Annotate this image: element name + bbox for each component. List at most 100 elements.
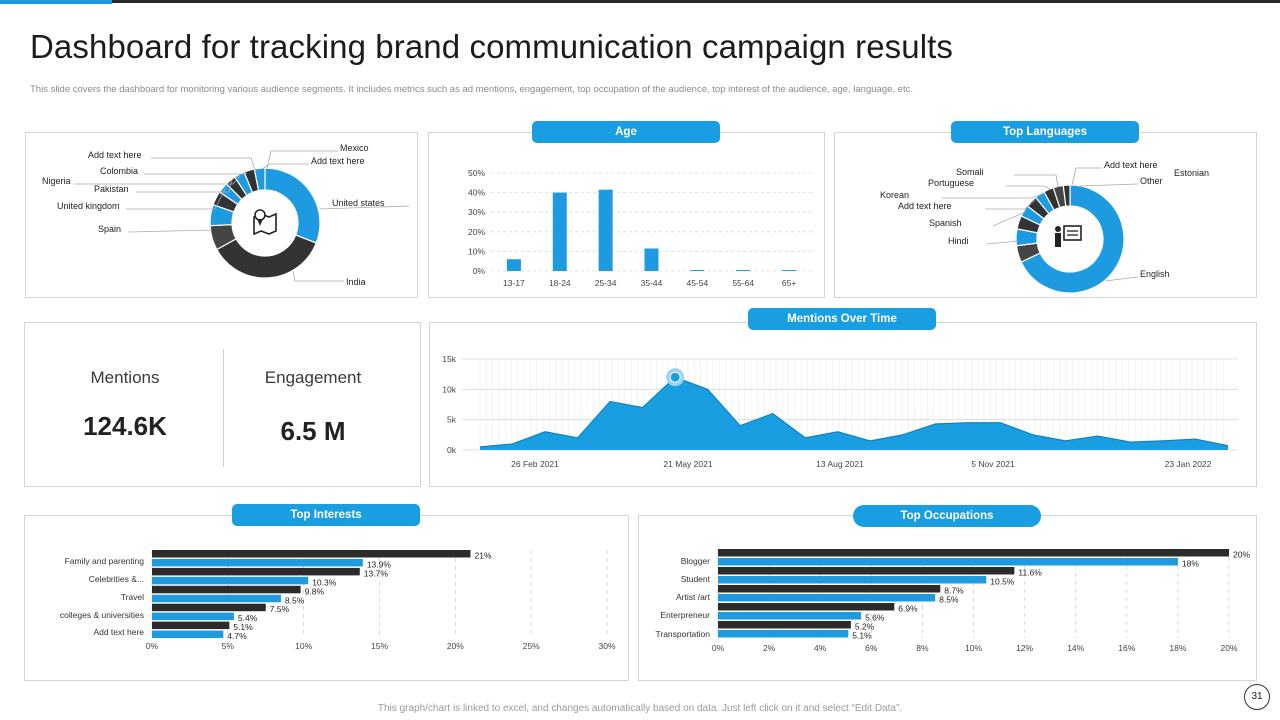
- interests-value-label: 13.7%: [364, 568, 389, 578]
- interests-bar-chart[interactable]: 0% 5% 10% 15% 20% 25% 30% 21% 13.9%13.7% 10.3%9.8…: [25, 516, 630, 682]
- occupations-bar: [718, 576, 987, 584]
- mentions-x-tick: 23 Jan 2022: [1165, 459, 1212, 469]
- age-bar: [506, 259, 521, 271]
- occupations-x-tick: 20%: [1220, 643, 1237, 653]
- occupations-x-tick: 10%: [965, 643, 982, 653]
- interests-x-tick: 30%: [598, 641, 615, 651]
- occupations-x-tick: 2%: [763, 643, 776, 653]
- interests-bar: [152, 576, 309, 585]
- age-x-tick: 55-64: [732, 278, 754, 288]
- page-title: Dashboard for tracking brand communicati…: [30, 28, 954, 65]
- mentions-highlight-point: [669, 371, 681, 383]
- mentions-area-chart[interactable]: 0k 5k 10k 15k 26 Feb 2021 21 May 2021 13 Aug 2…: [430, 323, 1258, 488]
- occupations-category-label: Artist /art: [676, 592, 711, 602]
- location-leader-line: [126, 188, 226, 210]
- mentions-y-tick: 5k: [447, 415, 457, 425]
- location-label: Add text here: [311, 156, 365, 166]
- age-bar-chart[interactable]: 0% 10% 20% 30% 40% 50% 13-17 18-24 25-34 35-44 45-…: [429, 133, 826, 299]
- interests-value-label: 5.1%: [233, 622, 253, 632]
- location-label: Pakistan: [94, 184, 129, 194]
- location-leader-line: [151, 157, 256, 171]
- languages-label: Portuguese: [928, 178, 974, 188]
- presenter-body-shape: [1055, 233, 1061, 247]
- interests-value-label: 7.5%: [270, 604, 290, 614]
- mentions-x-tick: 13 Aug 2021: [816, 459, 864, 469]
- occupations-bar: [718, 558, 1178, 566]
- interests-x-tick: 5%: [222, 641, 235, 651]
- location-label: Spain: [98, 224, 121, 234]
- age-y-tick: 10%: [468, 246, 485, 256]
- occupations-bar: [718, 549, 1229, 557]
- location-leader-line: [319, 205, 410, 210]
- location-leader-line: [144, 172, 248, 175]
- location-label: Nigeria: [42, 176, 71, 186]
- location-leader-line: [127, 229, 213, 233]
- presentation-icon: [1055, 225, 1082, 247]
- languages-slice: [1020, 184, 1125, 294]
- languages-leader-line: [1071, 167, 1102, 186]
- languages-leader-line: [1014, 174, 1059, 188]
- location-leader-line: [136, 179, 233, 193]
- location-label: United states: [332, 198, 385, 208]
- languages-leader-line: [1104, 276, 1139, 282]
- languages-leader-line: [1079, 183, 1139, 187]
- occupations-bar: [718, 612, 862, 620]
- occupations-category-label: Blogger: [681, 556, 710, 566]
- location-label: United kingdom: [57, 201, 120, 211]
- age-bar: [736, 270, 751, 271]
- languages-label: Korean: [880, 190, 909, 200]
- languages-label: Add text here: [1104, 160, 1158, 170]
- interests-bar: [152, 550, 471, 558]
- mentions-area: [480, 377, 1228, 450]
- top-rule-accent: [0, 0, 112, 4]
- location-donut-chart[interactable]: Mexico Add text here Add text here Colombia…: [26, 133, 419, 299]
- interests-category-label: Celebrities &...: [89, 574, 144, 584]
- age-panel: 0% 10% 20% 30% 40% 50% 13-17 18-24 25-34 35-44 45-…: [428, 132, 825, 298]
- languages-title: Top Languages: [951, 121, 1139, 143]
- top-rule: [0, 0, 1280, 4]
- languages-slice: [1062, 184, 1071, 207]
- occupations-x-tick: 12%: [1016, 643, 1033, 653]
- languages-label: English: [1140, 269, 1170, 279]
- occupations-value-label: 20%: [1233, 550, 1250, 560]
- interests-bar: [152, 603, 266, 612]
- interests-x-tick: 15%: [371, 641, 388, 651]
- engagement-value: 6.5 M: [280, 416, 346, 446]
- age-y-tick: 0%: [473, 266, 486, 276]
- age-y-tick: 30%: [468, 207, 485, 217]
- languages-label: Estonian: [1174, 168, 1209, 178]
- mentions-value: 124.6K: [83, 411, 167, 441]
- mentions-title: Mentions Over Time: [748, 308, 936, 330]
- interests-bar: [152, 594, 281, 603]
- occupations-value-label: 6.9%: [898, 604, 918, 614]
- interests-bar: [152, 612, 234, 621]
- map-pin-icon: [253, 209, 277, 236]
- mentions-x-tick: 26 Feb 2021: [511, 459, 559, 469]
- occupations-title: Top Occupations: [853, 505, 1041, 527]
- interests-value-label: 5.4%: [238, 613, 258, 623]
- location-label: Add text here: [88, 150, 142, 160]
- location-slice: [215, 234, 318, 279]
- location-panel: Mexico Add text here Add text here Colombia…: [25, 132, 418, 298]
- occupations-value-label: 5.2%: [855, 622, 875, 632]
- occupations-bar: [718, 594, 936, 602]
- location-leader-line: [292, 270, 344, 282]
- interests-category-label: Add text here: [93, 627, 144, 637]
- interests-bar: [152, 585, 301, 594]
- age-x-tick: 18-24: [549, 278, 571, 288]
- occupations-bar: [718, 567, 1015, 575]
- interests-bar: [152, 621, 230, 630]
- occupations-x-tick: 6%: [865, 643, 878, 653]
- age-y-tick: 50%: [468, 168, 485, 178]
- occupations-value-label: 11.6%: [1018, 568, 1042, 578]
- kpi-divider: [223, 349, 224, 467]
- age-x-tick: 65+: [782, 278, 796, 288]
- mentions-panel: 0k 5k 10k 15k 26 Feb 2021 21 May 2021 13 Aug 2…: [429, 322, 1257, 487]
- languages-label: Spanish: [929, 218, 962, 228]
- languages-donut-chart[interactable]: Add text here Estonian Other SomaliPortugue…: [835, 133, 1258, 299]
- location-leader-line: [261, 163, 309, 170]
- age-title: Age: [532, 121, 720, 143]
- pin-tip-shape: [257, 219, 263, 226]
- occupations-category-label: Transportation: [656, 629, 711, 639]
- occupations-bar-chart[interactable]: 0% 2% 4% 6% 8% 10% 12% 14% 16% 18% 20% 20% 18% 11.6%1…: [639, 516, 1258, 682]
